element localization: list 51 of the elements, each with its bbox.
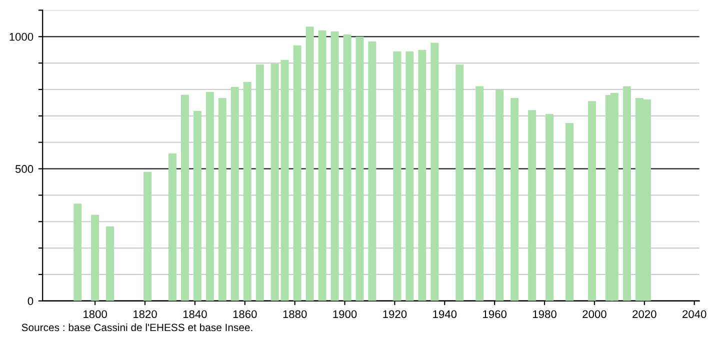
bar <box>256 64 264 301</box>
x-tick-label: 1900 <box>333 310 357 318</box>
x-tick-label: 1800 <box>84 310 107 318</box>
x-tick-label: 1980 <box>533 310 556 318</box>
bar <box>91 214 100 301</box>
bar <box>106 226 114 301</box>
y-tick-label: 1000 <box>10 32 34 41</box>
x-tick-label: 1880 <box>283 310 307 318</box>
bar <box>476 86 484 301</box>
bar <box>588 101 596 301</box>
bar <box>418 50 426 301</box>
bar <box>243 82 252 301</box>
bar <box>180 94 189 301</box>
bar <box>318 30 326 301</box>
bar <box>168 153 176 301</box>
bar <box>406 51 414 301</box>
bar <box>306 26 314 301</box>
bar <box>206 92 214 301</box>
bar <box>510 98 519 301</box>
bar <box>193 110 202 301</box>
bar <box>343 34 352 301</box>
bar <box>456 64 464 301</box>
x-tick-label: 2020 <box>632 310 656 318</box>
x-tick-label: 2040 <box>682 310 706 318</box>
bar <box>280 60 289 301</box>
bar <box>622 86 631 301</box>
x-tick-label: 1960 <box>483 310 507 318</box>
x-tick-label: 1820 <box>133 310 157 318</box>
bar <box>330 31 339 301</box>
bar <box>393 51 402 301</box>
bar <box>496 90 504 301</box>
y-tick-label: 0 <box>28 297 34 306</box>
source-note: Sources : base Cassini de l'EHESS et base Insee. <box>22 323 252 332</box>
bar <box>74 204 82 301</box>
bar <box>546 114 554 301</box>
bar <box>528 110 536 301</box>
bar <box>430 42 439 301</box>
y-tick-label: 500 <box>15 165 34 173</box>
bar <box>356 36 364 301</box>
bar <box>566 123 574 301</box>
bar <box>143 172 152 301</box>
x-tick-label: 1920 <box>383 310 407 318</box>
bar <box>293 45 302 301</box>
x-tick-label: 1860 <box>233 310 257 318</box>
x-tick-label: 1840 <box>183 310 207 318</box>
x-tick-label: 2000 <box>582 310 606 318</box>
bar <box>218 98 226 301</box>
bar <box>270 64 279 301</box>
bar <box>368 41 376 301</box>
bar <box>230 86 239 301</box>
x-tick-label: 1940 <box>433 310 457 318</box>
